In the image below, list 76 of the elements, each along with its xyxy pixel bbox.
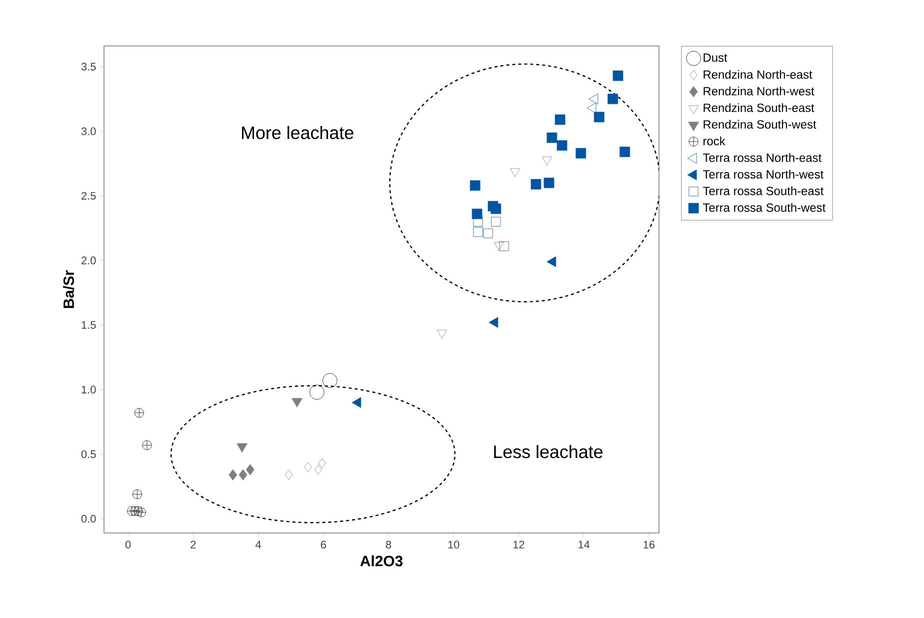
x-tick-label: 14 — [578, 540, 590, 548]
legend-label: rock — [704, 136, 726, 146]
point — [546, 132, 558, 143]
x-tick-label: 0 — [125, 540, 131, 549]
point — [494, 242, 504, 251]
annotation: Less leachate — [494, 445, 603, 458]
point — [292, 398, 302, 408]
point — [473, 227, 483, 237]
annotation: More leachate — [242, 126, 354, 140]
point — [310, 384, 324, 400]
y-tick-label: 3.5 — [81, 62, 96, 71]
point — [490, 204, 502, 214]
x-tick-label: 2 — [190, 540, 196, 548]
point — [246, 464, 254, 476]
point — [586, 102, 596, 114]
point — [136, 508, 146, 518]
point — [612, 70, 624, 81]
point — [556, 140, 568, 151]
y-tick-label: 1.5 — [82, 321, 96, 329]
point — [285, 470, 293, 480]
point — [127, 506, 137, 516]
point — [134, 408, 144, 418]
point — [594, 112, 604, 122]
y-tick-label: 0.0 — [81, 514, 96, 523]
y-axis-title: Ba/Sr — [63, 270, 74, 308]
point — [488, 317, 498, 328]
point — [530, 179, 542, 190]
legend-label: Rendzina South-west — [704, 120, 816, 129]
x-axis-title: Al2O3 — [360, 555, 403, 566]
y-tick-label: 0.5 — [81, 450, 96, 458]
point — [588, 94, 598, 104]
legend-label: Terra rossa South-west — [702, 203, 826, 212]
point — [620, 146, 630, 158]
x-tick-label: 10 — [448, 540, 460, 549]
point — [436, 330, 447, 339]
legend-label: Dust — [704, 53, 728, 62]
point — [473, 216, 483, 226]
point — [238, 469, 248, 480]
point — [132, 489, 142, 500]
point — [491, 216, 501, 226]
point — [318, 458, 326, 468]
x-tick-label: 6 — [320, 540, 326, 549]
point — [322, 373, 338, 388]
point — [133, 506, 143, 516]
point — [576, 148, 586, 158]
point — [554, 114, 566, 125]
y-tick-label: 1.0 — [82, 386, 96, 394]
y-tick-label: 3.0 — [81, 127, 96, 136]
point — [542, 156, 552, 166]
y-tick-label: 2.5 — [82, 192, 96, 200]
x-tick-label: 4 — [256, 540, 262, 548]
legend-label: Terra rossa North-east — [702, 153, 822, 162]
point — [314, 464, 322, 475]
legend-label: Rendzina North-east — [704, 70, 812, 79]
point — [352, 397, 362, 408]
legend-label: Terra rossa North-west — [702, 170, 824, 179]
point — [236, 443, 248, 453]
point — [470, 180, 480, 191]
point — [304, 462, 312, 472]
point — [544, 178, 554, 188]
legend-label: Rendzina South-east — [704, 103, 814, 112]
point — [142, 440, 152, 450]
point — [483, 228, 493, 238]
x-tick-label: 12 — [513, 540, 524, 548]
point — [510, 168, 520, 178]
point — [499, 241, 509, 251]
point — [130, 506, 140, 516]
legend-label: Terra rossa South-east — [702, 186, 824, 196]
point — [608, 94, 618, 104]
legend-label: Rendzina North-west — [704, 86, 814, 96]
point — [546, 256, 556, 268]
x-tick-label: 16 — [644, 540, 655, 549]
point — [228, 469, 238, 480]
y-tick-label: 2.0 — [82, 256, 96, 264]
x-tick-label: 8 — [386, 540, 392, 549]
point — [472, 208, 482, 220]
